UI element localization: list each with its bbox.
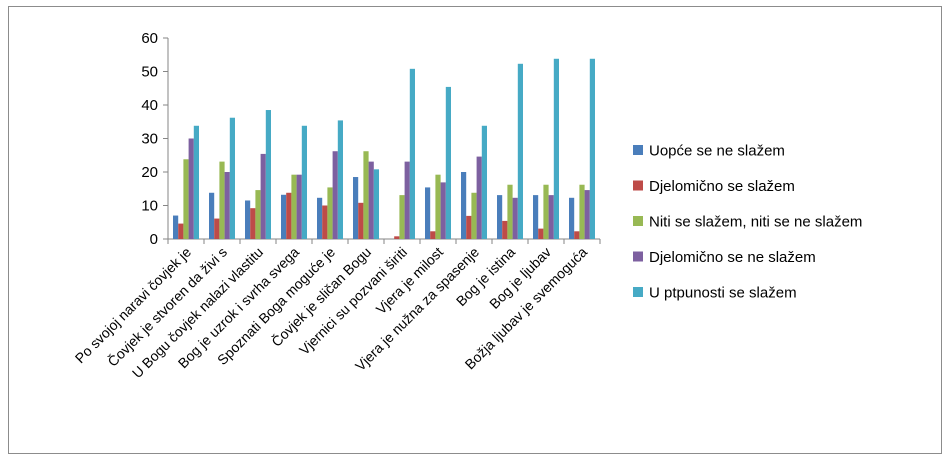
bar [214,218,220,239]
bar [178,223,184,239]
bar [265,110,271,240]
bar [255,190,261,239]
y-tick-label: 10 [141,198,158,215]
bar [291,174,297,239]
bar [435,174,441,239]
bar [322,205,328,239]
bar [574,231,580,239]
legend-label: Djelomično se ne slažem [649,249,816,266]
bar [337,120,343,239]
y-tick-label: 0 [150,231,158,248]
bar [579,184,585,239]
bar [543,184,549,239]
bar [538,228,544,239]
bar [548,195,554,239]
bar [399,195,405,239]
bar [363,151,369,239]
legend-swatch [633,216,643,226]
bar [481,125,487,239]
legend-label: Niti se slažem, niti se ne slažem [649,214,862,231]
bar [440,182,446,239]
bar [502,220,508,239]
bar [425,187,431,239]
legend-swatch [633,180,643,191]
bar [404,161,410,239]
bar [193,125,199,239]
bar [327,187,333,239]
bar [358,202,364,239]
bar [173,215,179,239]
bar [589,58,595,239]
bar [471,192,477,239]
bar [219,161,225,239]
legend-label: Uopće se ne slažem [649,143,785,160]
bar [507,184,513,239]
bar [409,68,415,239]
bar [260,153,266,239]
bar [332,151,338,239]
bar [512,197,518,239]
bar [368,161,374,239]
bar [569,197,575,239]
bar [183,159,189,239]
bar [229,117,235,239]
y-tick-label: 20 [141,164,158,181]
bar [286,192,292,239]
bar [497,195,503,239]
bar [373,169,379,239]
bar [394,236,400,239]
bar [296,174,302,239]
y-tick-label: 60 [141,30,158,47]
bar [301,125,307,239]
bar [245,200,251,239]
y-tick-label: 40 [141,97,158,114]
bar [476,156,482,239]
y-tick-label: 30 [141,131,158,148]
bar [317,197,323,239]
bar [353,177,359,239]
bar [209,192,215,239]
bar [445,86,451,239]
legend-label: U ptpunosti se slažem [649,285,797,302]
y-tick-label: 50 [141,64,158,81]
bar [553,58,559,239]
bar [584,190,590,239]
legend-swatch [633,145,643,155]
bar [517,63,523,239]
bar [430,231,436,239]
bar [461,172,467,239]
bar [250,208,256,239]
bar [281,194,287,239]
bar [188,138,194,239]
bar [224,172,230,239]
bar [533,195,539,239]
legend-swatch [633,251,643,262]
legend-swatch [633,287,643,297]
bar [466,215,472,239]
legend-label: Djelomično se slažem [649,178,795,195]
